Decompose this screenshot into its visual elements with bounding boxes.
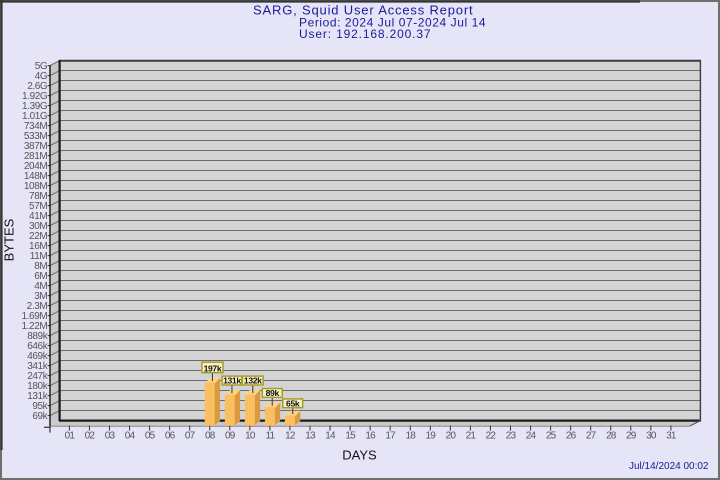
svg-text:Jul/14/2024 00:02: Jul/14/2024 00:02 — [629, 461, 709, 472]
svg-text:User: 192.168.200.37: User: 192.168.200.37 — [299, 27, 431, 41]
svg-text:08: 08 — [205, 430, 216, 441]
svg-text:31: 31 — [666, 430, 677, 441]
svg-text:69k: 69k — [32, 411, 48, 422]
svg-text:132k: 132k — [244, 376, 262, 386]
svg-text:11: 11 — [266, 430, 276, 441]
svg-text:22: 22 — [486, 430, 497, 441]
svg-text:07: 07 — [185, 430, 196, 441]
svg-text:13: 13 — [305, 430, 316, 441]
svg-text:18: 18 — [405, 430, 416, 441]
svg-text:89k: 89k — [266, 388, 280, 398]
svg-text:1.92G: 1.92G — [22, 91, 48, 102]
svg-text:1.39G: 1.39G — [22, 101, 48, 112]
svg-text:1.69M: 1.69M — [22, 311, 48, 322]
svg-text:387M: 387M — [24, 141, 47, 152]
svg-text:02: 02 — [85, 430, 96, 441]
svg-text:26: 26 — [566, 430, 577, 441]
svg-text:734M: 734M — [24, 121, 47, 132]
svg-text:180k: 180k — [27, 381, 48, 392]
svg-text:148M: 148M — [24, 171, 47, 182]
svg-text:30M: 30M — [29, 221, 47, 232]
svg-text:469k: 469k — [27, 351, 48, 362]
svg-text:3M: 3M — [34, 291, 47, 302]
svg-text:889k: 889k — [27, 331, 48, 342]
svg-text:8M: 8M — [34, 261, 47, 272]
svg-text:15: 15 — [345, 430, 356, 441]
svg-text:BYTES: BYTES — [2, 218, 17, 261]
svg-text:16M: 16M — [29, 241, 47, 252]
svg-text:533M: 533M — [24, 131, 47, 142]
svg-text:25: 25 — [546, 430, 557, 441]
svg-text:14: 14 — [325, 430, 336, 441]
svg-text:57M: 57M — [29, 201, 47, 212]
svg-text:06: 06 — [165, 430, 176, 441]
svg-text:22M: 22M — [29, 231, 47, 242]
svg-text:1.01G: 1.01G — [22, 111, 48, 122]
svg-text:4M: 4M — [34, 281, 47, 292]
svg-text:131k: 131k — [27, 391, 48, 402]
svg-text:78M: 78M — [29, 191, 47, 202]
svg-text:65k: 65k — [286, 398, 300, 408]
svg-text:24: 24 — [526, 430, 537, 441]
svg-text:10: 10 — [245, 430, 256, 441]
svg-text:19: 19 — [426, 430, 437, 441]
svg-text:16: 16 — [365, 430, 376, 441]
svg-text:2.6G: 2.6G — [27, 81, 48, 92]
svg-text:20: 20 — [446, 430, 457, 441]
svg-text:SARG, Squid User Access Report: SARG, Squid User Access Report — [253, 3, 473, 18]
svg-text:17: 17 — [385, 430, 396, 441]
svg-text:197k: 197k — [204, 363, 222, 373]
svg-text:4G: 4G — [35, 71, 48, 82]
svg-text:281M: 281M — [24, 151, 47, 162]
svg-text:29: 29 — [626, 430, 637, 441]
svg-text:09: 09 — [225, 430, 236, 441]
svg-text:2.3M: 2.3M — [27, 301, 48, 312]
svg-text:247k: 247k — [27, 371, 48, 382]
svg-text:95k: 95k — [32, 401, 48, 412]
svg-text:03: 03 — [105, 430, 116, 441]
svg-text:131k: 131k — [223, 376, 241, 386]
svg-text:27: 27 — [586, 430, 597, 441]
svg-text:108M: 108M — [24, 181, 47, 192]
svg-text:Period: 2024 Jul 07-2024 Jul 1: Period: 2024 Jul 07-2024 Jul 14 — [299, 16, 486, 30]
svg-text:21: 21 — [466, 430, 477, 441]
svg-text:646k: 646k — [27, 341, 48, 352]
svg-text:204M: 204M — [24, 161, 47, 172]
svg-text:04: 04 — [125, 430, 136, 441]
svg-text:05: 05 — [145, 430, 156, 441]
svg-text:1.22M: 1.22M — [22, 321, 48, 332]
svg-text:341k: 341k — [27, 361, 48, 372]
svg-text:23: 23 — [506, 430, 517, 441]
svg-text:12: 12 — [285, 430, 296, 441]
svg-text:DAYS: DAYS — [342, 448, 377, 463]
svg-text:28: 28 — [606, 430, 617, 441]
svg-text:5G: 5G — [35, 61, 48, 72]
svg-text:30: 30 — [646, 430, 657, 441]
svg-text:6M: 6M — [34, 271, 47, 282]
svg-text:01: 01 — [65, 430, 76, 441]
svg-text:11M: 11M — [30, 251, 48, 262]
svg-text:41M: 41M — [29, 211, 47, 222]
